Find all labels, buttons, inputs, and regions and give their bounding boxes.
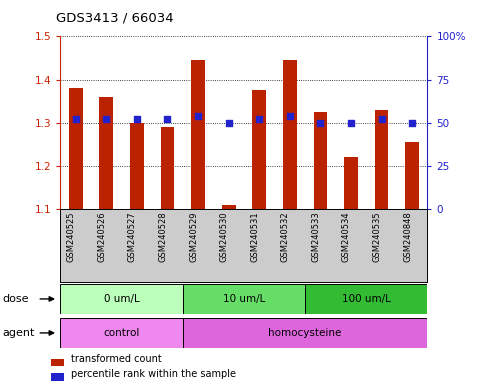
Point bbox=[316, 120, 324, 126]
Text: GSM240525: GSM240525 bbox=[67, 212, 76, 262]
Bar bbox=[160, 127, 174, 209]
Bar bbox=[344, 157, 358, 209]
Text: GSM240527: GSM240527 bbox=[128, 212, 137, 262]
Text: GSM240848: GSM240848 bbox=[403, 212, 412, 262]
Text: GSM240535: GSM240535 bbox=[372, 212, 382, 262]
Point bbox=[347, 120, 355, 126]
Bar bbox=[405, 142, 419, 209]
Bar bbox=[313, 112, 327, 209]
Bar bbox=[283, 60, 297, 209]
Bar bbox=[191, 60, 205, 209]
Text: GSM240526: GSM240526 bbox=[97, 212, 106, 262]
Bar bbox=[130, 123, 144, 209]
Point bbox=[225, 120, 232, 126]
Text: agent: agent bbox=[2, 328, 35, 338]
Bar bbox=[60, 284, 183, 314]
Bar bbox=[51, 359, 64, 366]
Point bbox=[378, 116, 385, 122]
Bar bbox=[51, 373, 64, 381]
Text: GSM240531: GSM240531 bbox=[250, 212, 259, 262]
Point bbox=[194, 113, 202, 119]
Text: GSM240529: GSM240529 bbox=[189, 212, 198, 262]
Bar bbox=[183, 284, 305, 314]
Bar bbox=[375, 110, 388, 209]
Bar bbox=[60, 318, 183, 348]
Text: GSM240534: GSM240534 bbox=[342, 212, 351, 262]
Text: GSM240528: GSM240528 bbox=[158, 212, 168, 262]
Bar bbox=[252, 91, 266, 209]
Text: 10 um/L: 10 um/L bbox=[223, 294, 265, 304]
Text: GSM240530: GSM240530 bbox=[220, 212, 228, 262]
Bar bbox=[99, 97, 113, 209]
Point bbox=[133, 116, 141, 122]
Text: transformed count: transformed count bbox=[71, 354, 162, 364]
Text: homocysteine: homocysteine bbox=[269, 328, 342, 338]
Point bbox=[286, 113, 294, 119]
Text: 0 um/L: 0 um/L bbox=[104, 294, 140, 304]
Bar bbox=[305, 284, 427, 314]
Point bbox=[164, 116, 171, 122]
Text: dose: dose bbox=[2, 294, 29, 304]
Text: 100 um/L: 100 um/L bbox=[342, 294, 391, 304]
Text: control: control bbox=[103, 328, 140, 338]
Text: percentile rank within the sample: percentile rank within the sample bbox=[71, 369, 237, 379]
Bar bbox=[69, 88, 83, 209]
Bar bbox=[222, 205, 236, 209]
Point bbox=[408, 120, 416, 126]
Point bbox=[102, 116, 110, 122]
Point bbox=[256, 116, 263, 122]
Text: GSM240533: GSM240533 bbox=[312, 212, 320, 262]
Text: GSM240532: GSM240532 bbox=[281, 212, 290, 262]
Bar bbox=[183, 318, 427, 348]
Point bbox=[72, 116, 80, 122]
Text: GDS3413 / 66034: GDS3413 / 66034 bbox=[56, 12, 173, 25]
